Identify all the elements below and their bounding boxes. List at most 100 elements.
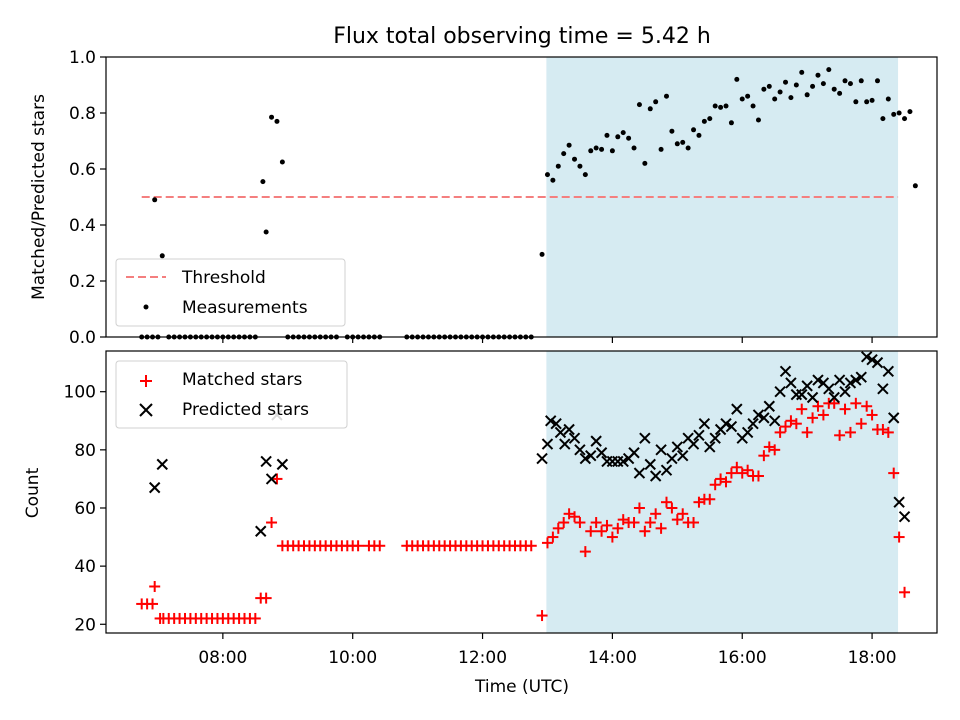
matched-star-point [633, 502, 645, 514]
measurement-point [539, 251, 545, 257]
predicted-marker-b [644, 458, 656, 471]
measurement-point [674, 141, 680, 147]
measurement-point [636, 102, 642, 108]
count-panel: 20 40 60 80 100 08:00 10:00 12:00 14:00 16:00 18:… [23, 350, 938, 697]
predicted-marker-b [559, 438, 571, 450]
measurement-point [750, 103, 756, 109]
matched-star-point [547, 531, 559, 543]
measurement-point [739, 96, 745, 102]
matched-star-point [888, 467, 900, 479]
predicted-marker-b [796, 388, 808, 401]
measurement-point [799, 69, 805, 75]
measurement-point [669, 128, 675, 134]
predicted-marker-b [660, 464, 673, 476]
predicted-marker-b [860, 351, 873, 363]
measurement-point [609, 148, 615, 154]
measurement-point [761, 86, 767, 92]
measurement-point [626, 135, 632, 141]
predicted-star-point [768, 415, 781, 427]
measurement-point [837, 90, 843, 96]
matched-star-point [861, 400, 873, 412]
measurement-point [826, 67, 832, 73]
predicted-marker-b [633, 467, 646, 479]
matched-star-point [866, 409, 878, 421]
measurement-point [604, 132, 610, 138]
predicted-star-point [725, 420, 738, 433]
measurement-point [269, 114, 275, 120]
predicted-marker-b [871, 356, 884, 369]
predicted-marker-b [148, 481, 161, 494]
matched-star-point [850, 397, 862, 409]
measurement-point [588, 148, 594, 154]
matched-stars-series [136, 397, 911, 624]
predicted-marker-b [693, 429, 705, 442]
ratio-y-tick-label: 0.4 [69, 216, 96, 236]
measurement-point [658, 146, 664, 152]
measurement-point [707, 116, 713, 122]
matched-star-point [844, 426, 856, 438]
count-y-tick-label: 60 [74, 499, 96, 519]
matched-star-point [601, 519, 613, 531]
predicted-marker-b [763, 400, 775, 412]
predicted-star-point [882, 365, 895, 378]
measurement-point [152, 197, 158, 203]
predicted-marker-b [536, 452, 548, 465]
measurement-point [718, 104, 724, 110]
matched-star-point [585, 525, 597, 537]
measurement-point [831, 86, 837, 92]
measurement-point [577, 163, 583, 169]
measurement-point [728, 120, 734, 126]
measurement-point [274, 118, 280, 124]
predicted-star-point [855, 371, 867, 383]
matched-star-point [266, 517, 278, 529]
matched-star-point [893, 531, 905, 543]
measurement-point [680, 139, 686, 145]
predicted-star-point [563, 423, 575, 436]
ratio-y-axis-label: Matched/Predicted stars [29, 94, 49, 300]
matched-star-point [590, 517, 602, 529]
measurement-point [880, 116, 886, 122]
predicted-star-point [628, 447, 640, 459]
predicted-marker-b [720, 417, 732, 430]
matched-legend-swatch [140, 375, 152, 387]
matched-star-point [796, 403, 808, 415]
measurement-point [772, 96, 778, 102]
measurement-point [642, 160, 648, 166]
predicted-marker-b [828, 391, 840, 404]
matched-star-point [839, 403, 851, 415]
predicted-star-point [255, 525, 267, 537]
predicted-legend-swatch [139, 403, 153, 417]
predicted-marker-b [806, 391, 819, 404]
measurement-point [858, 78, 864, 84]
predicted-star-point [617, 455, 629, 468]
predicted-star-point [758, 412, 770, 424]
measurements-legend-label: Measurements [182, 298, 308, 318]
measurement-point [593, 145, 599, 151]
matched-star-point [606, 531, 618, 543]
count-y-tick-label: 20 [74, 615, 96, 635]
predicted-marker-b [898, 511, 911, 523]
matched-star-point [790, 418, 802, 430]
predicted-star-point [655, 444, 667, 456]
matched-star-point [882, 426, 894, 438]
predicted-marker-b [156, 458, 168, 471]
predicted-star-point [828, 391, 840, 404]
matched-star-point [671, 514, 683, 526]
predicted-marker-b [276, 458, 289, 471]
predicted-marker-b [768, 415, 781, 427]
predicted-marker-b [888, 412, 900, 424]
matched-star-point [644, 517, 656, 529]
matched-star-point [709, 479, 721, 491]
threshold-legend-label: Threshold [181, 268, 266, 288]
measurement-point [788, 95, 794, 101]
predicted-star-point [276, 458, 289, 471]
measurement-point [777, 89, 783, 95]
predicted-star-point [812, 374, 824, 386]
matched-star-point [752, 470, 764, 482]
matched-star-point [899, 586, 911, 598]
measurement-point [810, 83, 816, 89]
predicted-star-point [545, 415, 557, 427]
predicted-marker-b [590, 435, 602, 447]
predicted-star-point [747, 417, 759, 430]
